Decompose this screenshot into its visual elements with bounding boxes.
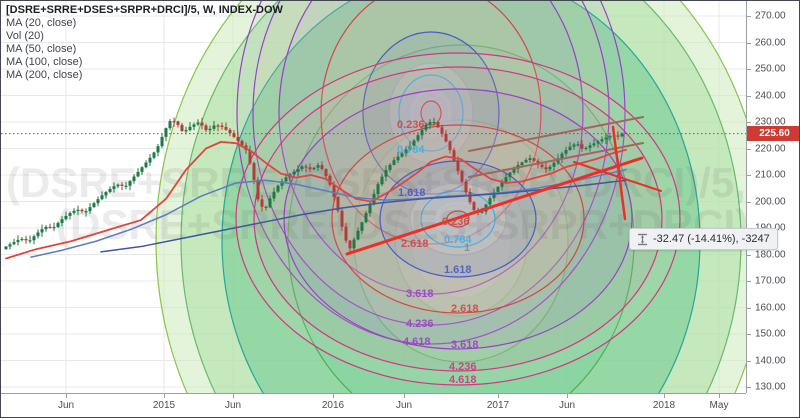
price-tick-mark [747, 334, 751, 335]
price-tick-mark [747, 122, 751, 123]
symbol-title[interactable]: [DSRE+SRRE+DSES+SRPR+DRCI]/5, W, INDEX-D… [6, 4, 283, 16]
time-tick-mark [498, 394, 499, 398]
time-tick-label: 2015 [152, 400, 176, 411]
time-tick-label: Jun [57, 400, 75, 411]
price-tick-label: 230.00 [755, 116, 786, 128]
price-tick-mark [747, 69, 751, 70]
price-tick-label: 270.00 [755, 10, 786, 22]
price-tick-mark [747, 360, 751, 362]
price-tick-label: 170.00 [755, 275, 786, 287]
price-tick-mark [747, 254, 751, 256]
chart-legend: [DSRE+SRRE+DSES+SRPR+DRCI]/5, W, INDEX-D… [6, 4, 283, 82]
price-tick-mark [747, 281, 751, 282]
measure-tooltip: -32.47 (-14.41%), -3247 [629, 228, 778, 250]
price-tick-label: 180.00 [755, 249, 786, 260]
time-tick-mark [719, 394, 720, 398]
time-axis[interactable]: Jun 2015 Jun 2016 Jun 2017 Jun 2018 May [1, 393, 799, 417]
time-tick-label: Jun [395, 400, 413, 411]
time-tick-mark [233, 394, 234, 398]
time-tick-label: Jun [224, 400, 242, 411]
legend-item-ma200[interactable]: MA (200, close) [6, 69, 83, 81]
price-tick-label: 130.00 [755, 381, 786, 393]
price-tick-mark [747, 95, 751, 97]
time-tick-label: Jun [558, 400, 576, 411]
price-tick-mark [747, 175, 751, 176]
major-uptrend-line[interactable] [345, 156, 644, 256]
measure-icon [638, 233, 647, 245]
legend-item-vol[interactable]: Vol (20) [6, 30, 44, 42]
time-tick-label: 2016 [321, 400, 345, 411]
price-tick-mark [747, 16, 751, 17]
time-tick-mark [567, 394, 568, 398]
measure-tooltip-text: -32.47 (-14.41%), -3247 [653, 233, 770, 245]
channel-lower-line[interactable] [468, 142, 644, 178]
ma-line-ma-20[interactable] [5, 140, 627, 260]
time-tick-mark [66, 394, 67, 398]
legend-item-ma20[interactable]: MA (20, close) [6, 17, 77, 29]
chart-canvas[interactable]: (DSRE+SRRE+DSES+SRPR+DRCI)/5, W (DSRE+SR… [1, 1, 746, 393]
legend-item-ma100[interactable]: MA (100, close) [6, 56, 83, 68]
price-tick-mark [747, 148, 751, 150]
candlestick-series[interactable] [4, 117, 624, 254]
time-tick-label: May [709, 400, 729, 411]
price-tick-mark [747, 201, 751, 203]
time-tick-label: 2017 [486, 400, 510, 411]
cross-trend-line[interactable] [573, 161, 662, 192]
price-tick-label: 150.00 [755, 328, 786, 340]
time-tick-mark [164, 394, 165, 398]
price-tick-label: 220.00 [755, 143, 786, 154]
price-tick-label: 210.00 [755, 169, 786, 181]
price-axis[interactable]: 225.60 270.00 260.00 250.00 240.00 230.00 220… [746, 1, 799, 393]
price-tick-label: 260.00 [755, 37, 786, 48]
price-tick-mark [747, 307, 751, 309]
last-price-badge: 225.60 [747, 126, 799, 142]
price-tick-mark [747, 42, 751, 44]
price-tick-label: 140.00 [755, 355, 786, 366]
price-tick-label: 240.00 [755, 90, 786, 101]
price-tick-label: 200.00 [755, 196, 786, 207]
axis-corner [746, 393, 799, 417]
time-tick-mark [333, 394, 334, 398]
legend-item-ma50[interactable]: MA (50, close) [6, 43, 77, 55]
measure-line[interactable] [611, 125, 627, 221]
ma-line-ma-50[interactable] [30, 168, 627, 258]
time-tick-mark [664, 394, 665, 398]
time-tick-mark [404, 394, 405, 398]
time-tick-label: 2018 [652, 400, 676, 411]
price-tick-label: 250.00 [755, 63, 786, 75]
ma-line-ma-100[interactable] [100, 179, 627, 253]
price-tick-mark [747, 387, 751, 388]
price-tick-label: 160.00 [755, 302, 786, 313]
channel-upper-line[interactable] [468, 116, 644, 152]
